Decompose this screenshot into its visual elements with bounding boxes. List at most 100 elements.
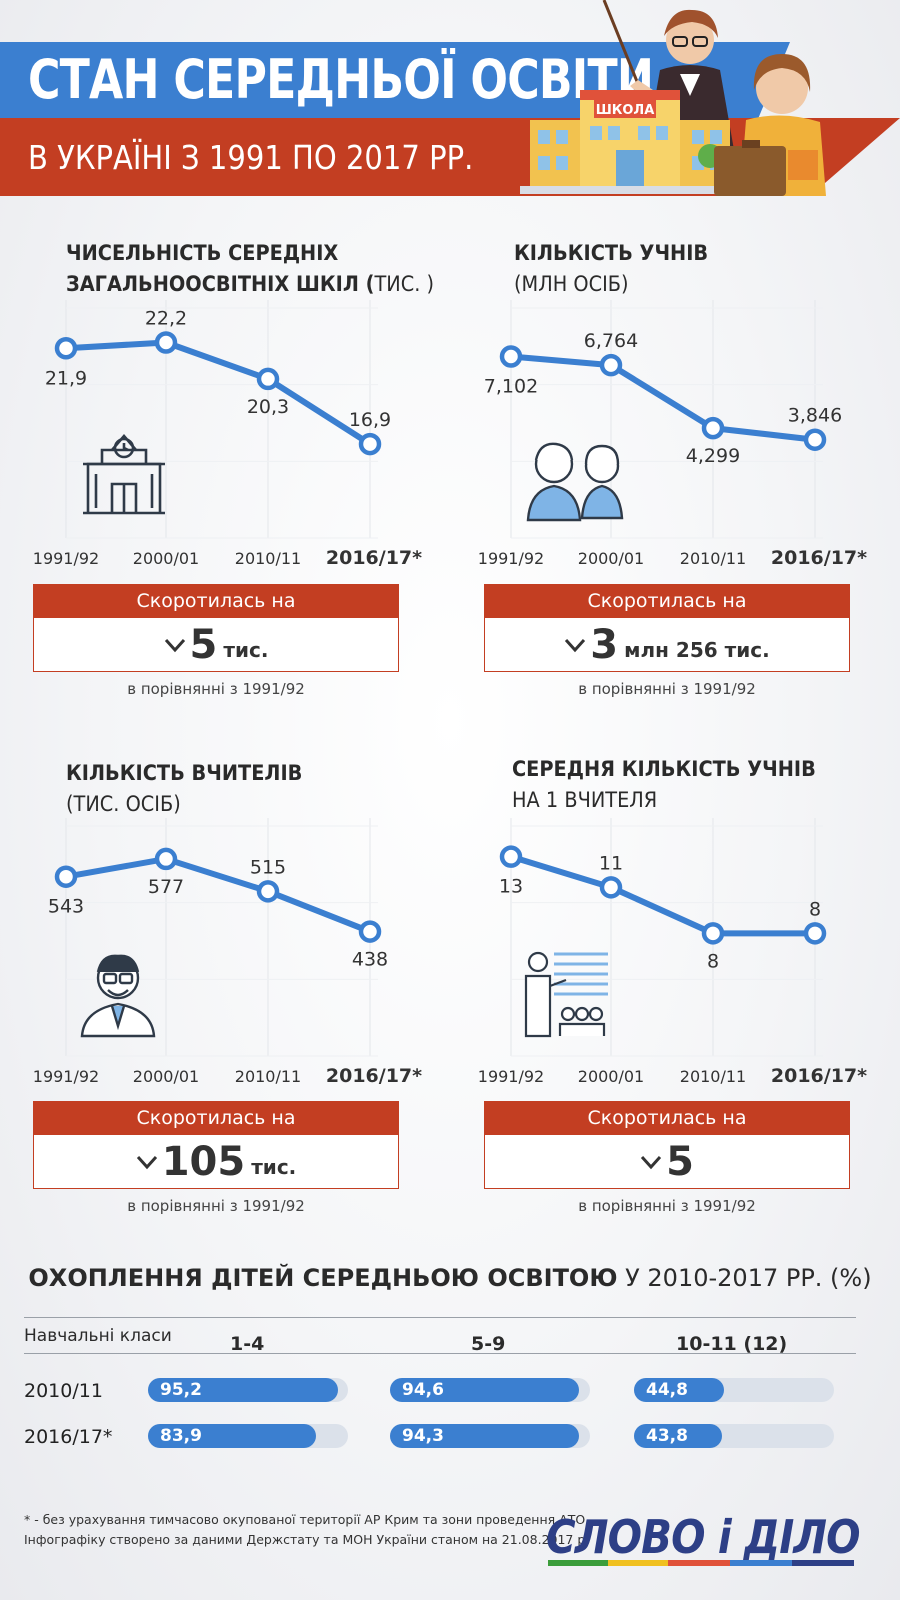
coverage-bar-label: 83,9 bbox=[160, 1426, 202, 1446]
school-sign: ШКОЛА bbox=[596, 103, 655, 118]
summary-head: Скоротилась на bbox=[33, 584, 399, 618]
series-line bbox=[510, 853, 815, 937]
coverage-bar-label: 95,2 bbox=[160, 1380, 202, 1400]
data-point bbox=[701, 922, 725, 945]
data-label: 7,102 bbox=[484, 376, 538, 398]
data-label: 4,299 bbox=[686, 445, 740, 467]
summary-unit: тис. bbox=[223, 638, 269, 662]
line-chart-students: 7,102 6,764 4,299 3,846 1991/92 2000/01 2010/1… bbox=[478, 300, 867, 569]
coverage-row-label: 2016/17* bbox=[24, 1426, 113, 1448]
data-point bbox=[358, 432, 382, 456]
panel-title-students: КІЛЬКІСТЬ УЧНІВ (МЛН ОСІБ) bbox=[514, 241, 709, 296]
data-point bbox=[54, 865, 78, 888]
data-point bbox=[358, 920, 382, 943]
data-label: 3,846 bbox=[788, 405, 842, 427]
coverage-bar-track: 83,9 bbox=[148, 1424, 348, 1448]
summary-unit: тис. bbox=[251, 1155, 297, 1179]
coverage-col-10-11: 10-11 (12) bbox=[676, 1333, 788, 1355]
coverage-bar bbox=[634, 1378, 724, 1402]
teacher-icon bbox=[80, 954, 156, 1038]
coverage-bar-label: 44,8 bbox=[646, 1380, 688, 1400]
summary-box-teachers: Скоротилась на 105 тис. в порівнянні з 1… bbox=[33, 1101, 399, 1215]
x-tick-label: 2000/01 bbox=[133, 1067, 199, 1086]
summary-value: 5 bbox=[666, 1138, 694, 1185]
data-label: 20,3 bbox=[247, 396, 289, 418]
data-label: 515 bbox=[250, 856, 286, 878]
coverage-bar-label: 43,8 bbox=[646, 1426, 688, 1446]
data-label: 21,9 bbox=[45, 367, 87, 389]
data-point bbox=[499, 845, 523, 868]
x-tick-label: 2016/17* bbox=[326, 1065, 422, 1087]
panel-title-teachers: КІЛЬКІСТЬ ВЧИТЕЛІВ (ТИС. ОСІБ) bbox=[66, 761, 303, 816]
data-label: 13 bbox=[499, 876, 523, 898]
summary-note: в порівнянні з 1991/92 bbox=[127, 1197, 305, 1215]
data-point bbox=[256, 880, 280, 903]
coverage-bar-label: 94,3 bbox=[402, 1426, 444, 1446]
data-label: 11 bbox=[599, 852, 623, 874]
students-icon bbox=[526, 442, 624, 522]
logo-stripe bbox=[548, 1560, 854, 1566]
series-line bbox=[65, 339, 372, 447]
data-point bbox=[256, 367, 280, 391]
chevron-down-icon bbox=[164, 638, 185, 652]
x-tick-label: 2010/11 bbox=[235, 1067, 301, 1086]
line-chart-schools: 21,9 22,2 20,3 16,9 1991/92 2000/01 2010/11 201… bbox=[33, 300, 422, 569]
x-tick-label: 2000/01 bbox=[578, 1067, 644, 1086]
coverage-bar-track: 44,8 bbox=[634, 1378, 834, 1402]
series-line bbox=[65, 855, 372, 935]
summary-unit: млн 256 тис. bbox=[624, 638, 770, 662]
data-label: 577 bbox=[148, 876, 184, 898]
x-tick-label: 2016/17* bbox=[771, 1065, 867, 1087]
school-building-icon bbox=[83, 434, 165, 515]
coverage-bar-label: 94,6 bbox=[402, 1380, 444, 1400]
data-point bbox=[803, 428, 827, 451]
data-label: 6,764 bbox=[584, 330, 638, 352]
chevron-down-icon bbox=[565, 638, 586, 652]
panel-title-schools: ЧИСЕЛЬНІСТЬ СЕРЕДНІХ ЗАГАЛЬНООСВІТНІХ ШК… bbox=[66, 241, 435, 296]
x-tick-label: 1991/92 bbox=[33, 549, 99, 568]
grid bbox=[65, 818, 378, 1057]
x-tick-label: 2010/11 bbox=[235, 549, 301, 568]
x-tick-label: 1991/92 bbox=[478, 549, 544, 568]
chevron-down-icon bbox=[640, 1155, 662, 1169]
coverage-row-label: 2010/11 bbox=[24, 1380, 103, 1402]
summary-head: Скоротилась на bbox=[484, 584, 850, 618]
data-point bbox=[154, 847, 178, 871]
line-chart-ratio: 13 11 8 8 1991/92 2000/01 2010/11 2016/17* bbox=[478, 818, 867, 1087]
coverage-bar-track: 95,2 bbox=[148, 1378, 348, 1402]
student-illustration-icon bbox=[714, 54, 826, 196]
coverage-col-5-9: 5-9 bbox=[471, 1333, 506, 1355]
data-label: 438 bbox=[352, 949, 388, 971]
footnote: * - без урахування тимчасово окупованої … bbox=[24, 1512, 590, 1547]
summary-box-ratio: Скоротилась на 5 в порівнянні з 1991/92 bbox=[484, 1101, 850, 1215]
data-point bbox=[54, 337, 78, 360]
summary-head: Скоротилась на bbox=[484, 1101, 850, 1135]
x-tick-label: 2016/17* bbox=[326, 547, 422, 569]
x-tick-label: 2010/11 bbox=[680, 549, 746, 568]
panel-title-ratio: СЕРЕДНЯ КІЛЬКІСТЬ УЧНІВ НА 1 ВЧИТЕЛЯ bbox=[512, 757, 816, 812]
divider bbox=[24, 1317, 856, 1318]
coverage-title: ОХОПЛЕННЯ ДІТЕЙ СЕРЕДНЬОЮ ОСВІТОЮ У 2010… bbox=[28, 1264, 872, 1292]
school-building-illustration-icon: ШКОЛА bbox=[520, 90, 790, 194]
coverage-bar bbox=[390, 1378, 580, 1402]
x-tick-label: 1991/92 bbox=[33, 1067, 99, 1086]
data-point bbox=[154, 331, 178, 354]
summary-value: 5 bbox=[189, 621, 218, 668]
summary-value: 105 bbox=[161, 1138, 246, 1185]
coverage-bar-track: 94,6 bbox=[390, 1378, 590, 1402]
coverage-bar-track: 43,8 bbox=[634, 1424, 834, 1448]
data-point bbox=[599, 353, 623, 377]
data-label: 16,9 bbox=[349, 409, 391, 431]
data-label: 8 bbox=[809, 898, 821, 920]
x-tick-label: 2000/01 bbox=[133, 549, 199, 568]
summary-value: 3 bbox=[590, 621, 619, 668]
chevron-down-icon bbox=[136, 1155, 157, 1169]
summary-box-students: Скоротилась на 3 млн 256 тис. в порівнян… bbox=[484, 584, 850, 698]
line-chart-teachers: 543 577 515 438 1991/92 2000/01 2010/11 2016/17… bbox=[33, 818, 422, 1087]
data-label: 8 bbox=[707, 950, 719, 972]
coverage-bar bbox=[148, 1378, 339, 1402]
x-tick-label: 2010/11 bbox=[680, 1067, 746, 1086]
data-point bbox=[803, 922, 827, 945]
classroom-icon bbox=[524, 951, 608, 1038]
x-tick-label: 1991/92 bbox=[478, 1067, 544, 1086]
